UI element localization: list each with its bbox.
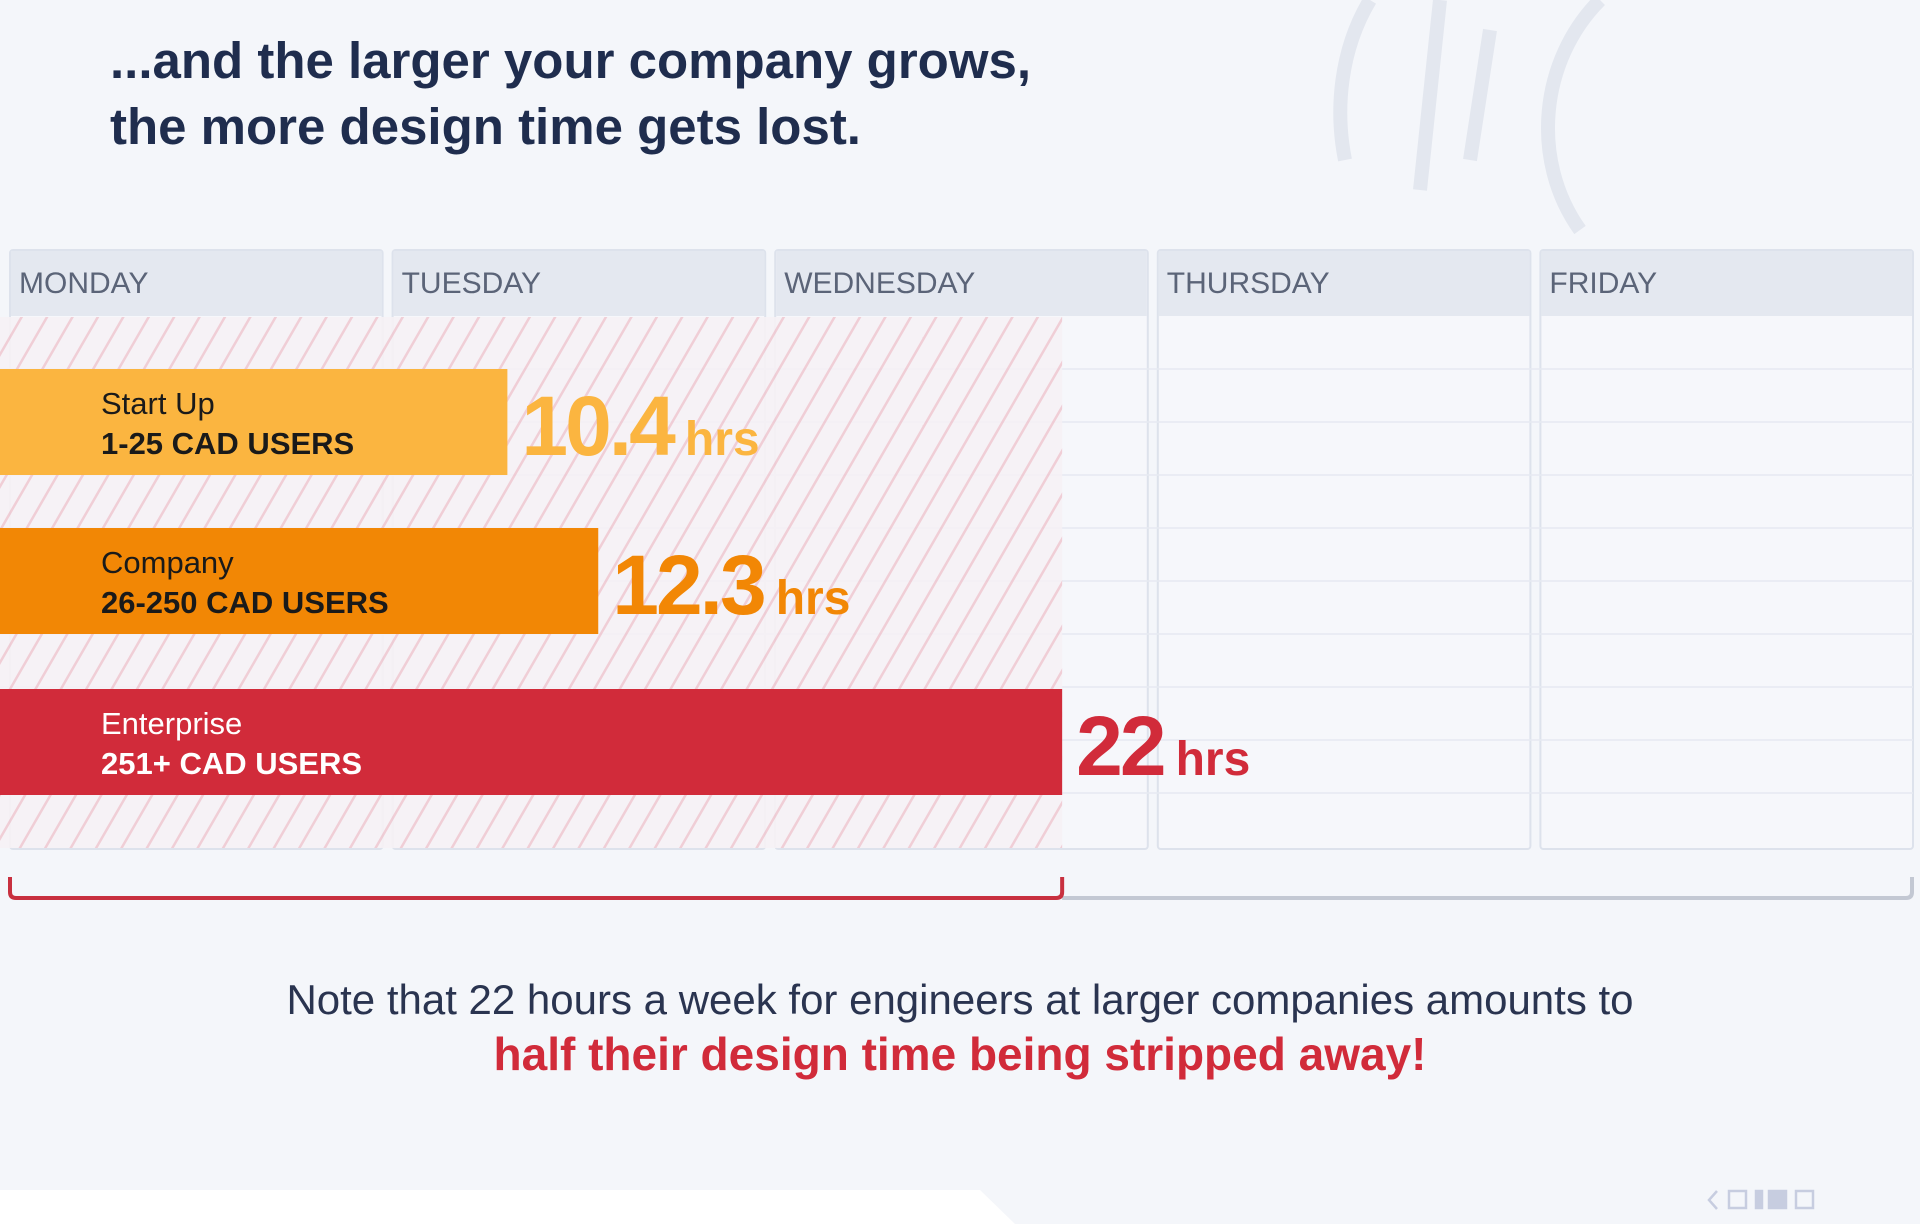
value-label: 12.3 hrs bbox=[612, 538, 850, 632]
bar-category: Enterprise bbox=[101, 706, 242, 741]
day-header bbox=[776, 251, 1147, 316]
decoration bbox=[1333, 0, 1605, 235]
footer-shape bbox=[0, 1190, 1015, 1224]
value-unit: hrs bbox=[685, 413, 760, 466]
pagination[interactable] bbox=[1707, 1189, 1815, 1210]
x-tick-label: WEDNESDAY bbox=[784, 267, 975, 300]
value-label: 10.4 hrs bbox=[521, 379, 759, 473]
x-tick-label: TUESDAY bbox=[402, 267, 541, 300]
day-header bbox=[1541, 251, 1912, 316]
bar bbox=[0, 689, 1063, 795]
bar-sublabel: 1-25 CAD USERS bbox=[101, 426, 354, 461]
chart: MONDAY TUESDAY WEDNESDAY THURSDAY FRIDAY Star… bbox=[0, 249, 1915, 900]
day-header bbox=[1158, 251, 1530, 316]
day-column bbox=[1156, 249, 1532, 850]
bar-sublabel: 251+ CAD USERS bbox=[101, 746, 362, 781]
value-number: 22 bbox=[1076, 699, 1164, 793]
bar-category: Start Up bbox=[101, 386, 215, 421]
bracket-rest bbox=[1062, 877, 1914, 900]
note-highlight: half their design time being stripped aw… bbox=[494, 1028, 1427, 1080]
title-line: ...and the larger your company grows, bbox=[110, 32, 1031, 89]
day-column bbox=[1539, 249, 1915, 850]
value-unit: hrs bbox=[1176, 733, 1251, 786]
value-unit: hrs bbox=[776, 572, 851, 625]
x-tick-label: THURSDAY bbox=[1167, 267, 1330, 300]
x-tick-label: MONDAY bbox=[19, 267, 148, 300]
note-line: Note that 22 hours a week for engineers … bbox=[286, 976, 1633, 1023]
bar bbox=[0, 369, 508, 475]
bar-category: Company bbox=[101, 545, 234, 580]
title-line: the more design time gets lost. bbox=[110, 98, 861, 155]
day-header bbox=[393, 251, 765, 316]
day-header bbox=[11, 251, 382, 316]
bracket-lost bbox=[8, 877, 1065, 900]
value-number: 10.4 bbox=[521, 379, 676, 473]
x-tick-label: FRIDAY bbox=[1549, 267, 1657, 300]
bar bbox=[0, 528, 599, 634]
bar-sublabel: 26-250 CAD USERS bbox=[101, 585, 389, 620]
value-number: 12.3 bbox=[612, 538, 764, 632]
value-label: 22 hrs bbox=[1076, 699, 1250, 793]
